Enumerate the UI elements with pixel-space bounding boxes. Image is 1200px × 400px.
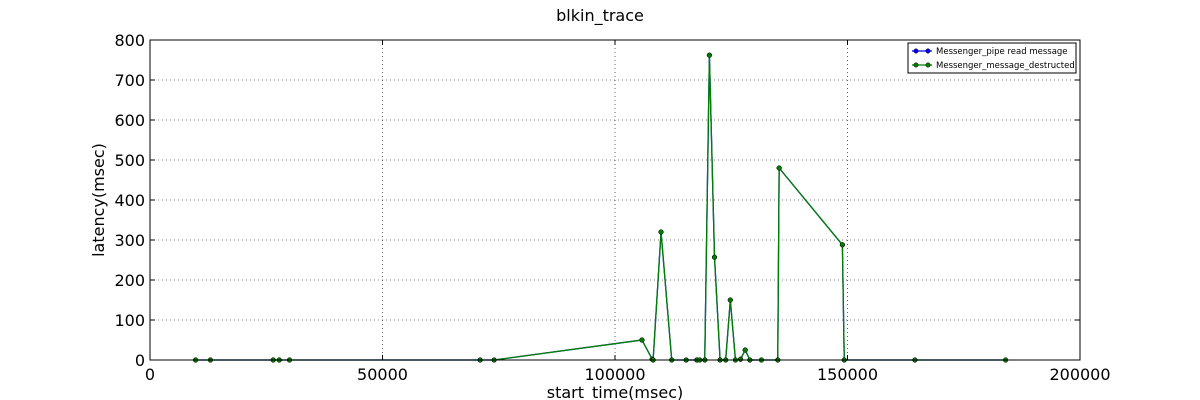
y-tick-label: 300: [114, 231, 145, 250]
ticks: 0 50000 100000 150000 200000 0 100 200 300 400 500…: [114, 31, 1110, 384]
x-axis-title: start_time(msec): [547, 383, 683, 400]
legend-label-destructed: Messenger_message_destructed: [936, 61, 1075, 71]
x-tick-label: 0: [145, 365, 155, 384]
data-point: [742, 347, 748, 353]
legend-marker-destructed-2: [925, 62, 931, 68]
data-point: [776, 165, 782, 171]
y-tick-label: 100: [114, 311, 145, 330]
legend-marker-pipe-read: [913, 48, 919, 54]
legend-marker-destructed: [913, 62, 919, 68]
series-layer: [193, 52, 1009, 363]
data-point: [711, 254, 718, 260]
legend: Messenger_pipe read message Messenger_me…: [907, 42, 1077, 74]
y-tick-label: 700: [114, 71, 145, 90]
data-point: [658, 229, 664, 235]
chart-title: blkin_trace: [556, 6, 644, 26]
series-1: [193, 52, 1009, 363]
y-tick-label: 0: [135, 351, 145, 370]
y-axis-title: latency(msec): [89, 143, 108, 257]
data-point: [839, 242, 845, 248]
series-0: [193, 52, 1009, 363]
data-point: [727, 297, 733, 303]
data-point: [639, 337, 645, 343]
y-tick-label: 500: [114, 151, 145, 170]
series-line: [195, 54, 1006, 361]
legend-label-pipe-read: Messenger_pipe read message: [936, 47, 1068, 57]
x-tick-label: 50000: [357, 365, 408, 384]
legend-box: [907, 42, 1077, 74]
x-tick-label: 150000: [817, 365, 878, 384]
y-tick-label: 800: [114, 31, 145, 50]
series-line: [195, 54, 1006, 361]
y-tick-label: 600: [114, 111, 145, 130]
x-tick-label: 100000: [584, 365, 645, 384]
y-tick-label: 400: [114, 191, 145, 210]
x-tick-label: 200000: [1049, 365, 1110, 384]
grid: [150, 40, 1080, 360]
data-point: [738, 356, 744, 362]
legend-marker-pipe-read-2: [925, 48, 931, 54]
data-point: [706, 52, 712, 58]
y-tick-label: 200: [114, 271, 145, 290]
